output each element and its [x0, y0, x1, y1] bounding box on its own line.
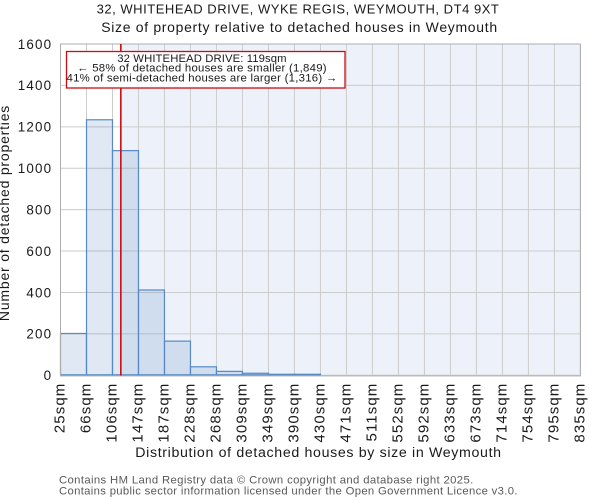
svg-text:835sqm: 835sqm [571, 383, 588, 443]
svg-text:795sqm: 795sqm [545, 383, 562, 443]
svg-text:309sqm: 309sqm [233, 383, 250, 443]
svg-text:349sqm: 349sqm [259, 383, 276, 443]
svg-text:754sqm: 754sqm [519, 383, 536, 443]
svg-text:600: 600 [26, 244, 52, 259]
svg-text:471sqm: 471sqm [337, 383, 354, 443]
svg-text:552sqm: 552sqm [389, 383, 406, 443]
svg-text:0: 0 [44, 368, 53, 383]
svg-text:1200: 1200 [18, 120, 52, 135]
svg-text:32 WHITEHEAD DRIVE: 119sqm: 32 WHITEHEAD DRIVE: 119sqm [117, 53, 286, 65]
svg-text:147sqm: 147sqm [129, 383, 146, 443]
svg-text:Distribution of detached house: Distribution of detached houses by size … [135, 445, 501, 461]
svg-text:← 58% of detached houses are s: ← 58% of detached houses are smaller (1,… [77, 63, 327, 75]
svg-text:268sqm: 268sqm [207, 383, 224, 443]
svg-text:32, WHITEHEAD DRIVE, WYKE REGI: 32, WHITEHEAD DRIVE, WYKE REGIS, WEYMOUT… [97, 1, 500, 16]
svg-text:592sqm: 592sqm [415, 383, 432, 443]
svg-text:390sqm: 390sqm [285, 383, 302, 443]
svg-text:106sqm: 106sqm [103, 383, 120, 443]
svg-text:673sqm: 673sqm [467, 383, 484, 443]
svg-text:66sqm: 66sqm [78, 383, 95, 434]
svg-text:430sqm: 430sqm [311, 383, 328, 443]
svg-text:511sqm: 511sqm [363, 383, 380, 442]
svg-text:Size of property relative to d: Size of property relative to detached ho… [101, 19, 498, 35]
svg-text:187sqm: 187sqm [155, 383, 172, 443]
svg-text:1600: 1600 [18, 37, 52, 52]
svg-text:25sqm: 25sqm [52, 383, 69, 434]
svg-text:633sqm: 633sqm [441, 383, 458, 443]
svg-text:1000: 1000 [18, 161, 52, 176]
svg-text:Contains HM Land Registry data: Contains HM Land Registry data © Crown c… [59, 475, 474, 487]
svg-text:1400: 1400 [18, 78, 52, 93]
svg-text:Contains public sector informa: Contains public sector information licen… [59, 485, 518, 497]
svg-text:41% of semi-detached houses ar: 41% of semi-detached houses are larger (… [67, 72, 338, 84]
svg-text:800: 800 [26, 202, 52, 217]
svg-text:400: 400 [26, 285, 52, 300]
svg-text:200: 200 [26, 327, 52, 342]
svg-text:228sqm: 228sqm [181, 383, 198, 443]
svg-text:714sqm: 714sqm [493, 383, 510, 443]
svg-text:Number of detached properties: Number of detached properties [0, 105, 12, 321]
